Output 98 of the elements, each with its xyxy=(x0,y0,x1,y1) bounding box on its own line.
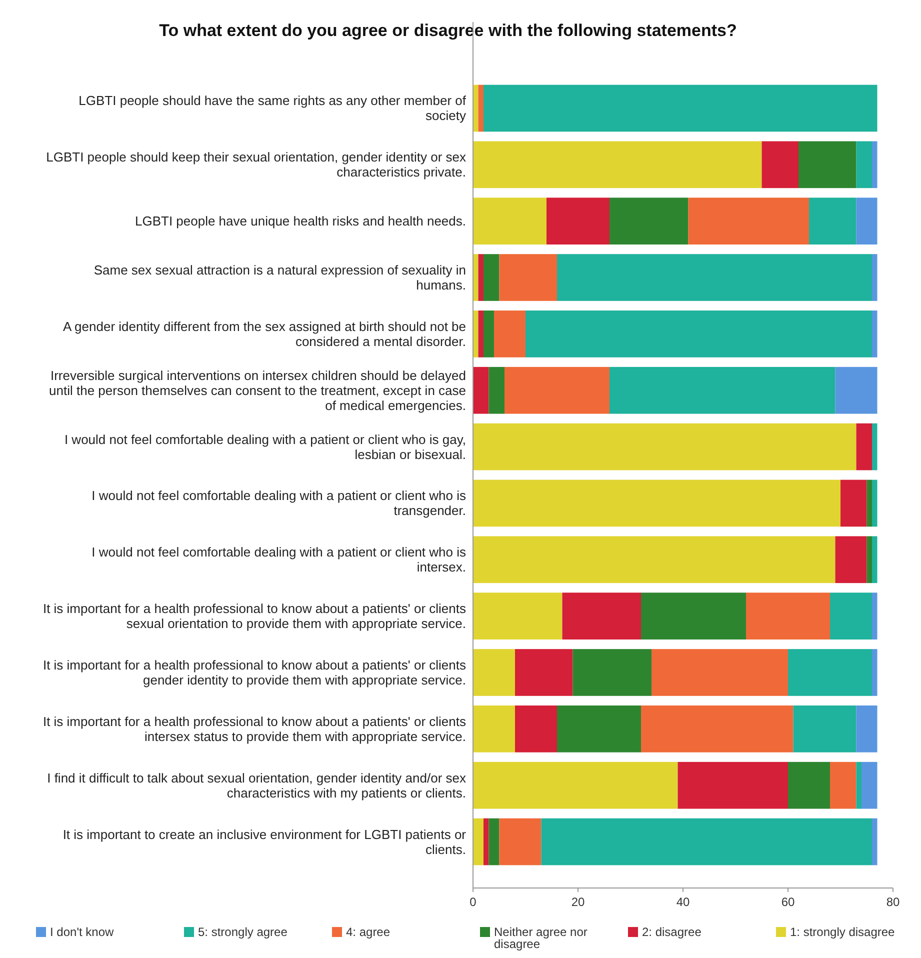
x-tick-label: 0 xyxy=(470,895,477,909)
bar xyxy=(872,592,878,640)
bar xyxy=(478,310,484,358)
bar xyxy=(473,536,836,584)
bar xyxy=(688,198,809,245)
bar xyxy=(562,592,641,640)
bar xyxy=(872,818,878,866)
bar xyxy=(473,366,489,414)
y-tick-label: It is important for a health professional to know about a patients' or clients intersex status to provide them with appropriate service. xyxy=(42,714,466,744)
bar xyxy=(484,818,489,866)
bar xyxy=(484,310,494,358)
bar xyxy=(872,649,878,696)
legend-label: 2: disagree xyxy=(642,925,702,939)
bar xyxy=(473,762,678,809)
legend-label: Neither agree nor disagree xyxy=(494,925,588,951)
bar xyxy=(862,762,878,809)
bar xyxy=(746,592,830,640)
bar xyxy=(499,254,557,301)
bar xyxy=(515,649,573,696)
bar xyxy=(856,762,862,809)
x-tick-label: 40 xyxy=(676,895,690,909)
bar xyxy=(872,536,878,584)
bar xyxy=(557,705,641,752)
bar xyxy=(546,198,610,245)
bar xyxy=(866,536,872,584)
bar xyxy=(793,705,856,752)
bar xyxy=(835,366,878,414)
y-tick-label: It is important for a health professional to know about a patients' or clients sexual orientation to provide them with appropriate service. xyxy=(42,601,466,632)
legend-label: I don't know xyxy=(50,925,114,939)
bar xyxy=(473,141,762,188)
bar xyxy=(798,141,856,188)
bar xyxy=(572,649,652,696)
bar xyxy=(856,423,872,470)
y-tick-label: It is important for a health professional to know about a patients' or clients gender identity to provide them with appropriate service. xyxy=(42,657,466,688)
y-tick-label: I would not feel comfortable dealing with a patient or client who is intersex. xyxy=(92,544,466,575)
bar xyxy=(788,649,872,696)
y-tick-label: LGBTI people have unique health risks and health needs. xyxy=(134,214,466,229)
legend-label: 4: agree xyxy=(346,925,390,939)
bar xyxy=(499,818,542,866)
bar xyxy=(473,592,562,640)
bar xyxy=(484,84,878,132)
bar xyxy=(641,705,794,752)
bar xyxy=(473,818,484,866)
y-tick-label: I would not feel comfortable dealing with a patient or client who is gay, lesbian or bisexual. xyxy=(64,432,466,462)
bar xyxy=(610,198,688,245)
bar xyxy=(526,310,872,358)
bar xyxy=(473,705,515,752)
bar xyxy=(473,84,478,132)
bar xyxy=(515,705,557,752)
y-tick-label: I would not feel comfortable dealing with a patient or client who is transgender. xyxy=(92,488,466,518)
legend-label: 5: strongly agree xyxy=(198,925,288,939)
bar xyxy=(872,310,878,358)
bar xyxy=(856,141,872,188)
y-tick-label: I find it difficult to talk about sexual orientation, gender identity and/or sex characteristics with my patients or clients. xyxy=(47,770,466,800)
bar xyxy=(835,536,867,584)
x-tick-label: 60 xyxy=(781,895,795,909)
y-tick-label: A gender identity different from the sex assigned at birth should not be considered a mental disorder. xyxy=(62,318,466,349)
bar xyxy=(856,705,878,752)
bar xyxy=(494,310,526,358)
bar xyxy=(872,141,878,188)
bar xyxy=(488,366,504,414)
y-tick-label: LGBTI people should keep their sexual orientation, gender identity or sex characteristics private. xyxy=(46,150,466,180)
bar xyxy=(866,480,872,527)
y-tick-label: Same sex sexual attraction is a natural expression of sexuality in humans. xyxy=(94,262,466,293)
x-tick-label: 80 xyxy=(886,895,900,909)
bar xyxy=(473,649,515,696)
bar xyxy=(541,818,872,866)
bar xyxy=(652,649,788,696)
x-tick-label: 20 xyxy=(571,895,585,909)
bar xyxy=(641,592,746,640)
bar xyxy=(473,310,478,358)
bar xyxy=(473,198,546,245)
bar xyxy=(678,762,788,809)
y-tick-label: It is important to create an inclusive environment for LGBTI patients or clients. xyxy=(62,826,467,857)
bar xyxy=(478,254,484,301)
bar xyxy=(872,423,878,470)
bar xyxy=(488,818,500,866)
bar xyxy=(473,254,478,301)
bar xyxy=(473,480,840,527)
chart-title: To what extent do you agree or disagree with the following statements? xyxy=(159,21,737,40)
bar xyxy=(610,366,836,414)
bar xyxy=(478,84,484,132)
bar xyxy=(830,762,856,809)
bar xyxy=(840,480,867,527)
bar xyxy=(557,254,872,301)
bar xyxy=(788,762,830,809)
bar xyxy=(830,592,872,640)
bar xyxy=(504,366,610,414)
bar xyxy=(872,254,878,301)
legend-label: 1: strongly disagree xyxy=(790,925,896,939)
y-tick-label: Irreversible surgical interventions on intersex children should be delayed until the person themselves can consent to the treatment, except in case of medical emergencies. xyxy=(49,368,466,413)
y-tick-label: LGBTI people should have the same rights as any other member of society xyxy=(78,93,466,124)
bar xyxy=(872,480,878,527)
bar xyxy=(856,198,878,245)
bar xyxy=(809,198,856,245)
bar xyxy=(484,254,500,301)
bar xyxy=(473,423,856,470)
bar xyxy=(762,141,798,188)
